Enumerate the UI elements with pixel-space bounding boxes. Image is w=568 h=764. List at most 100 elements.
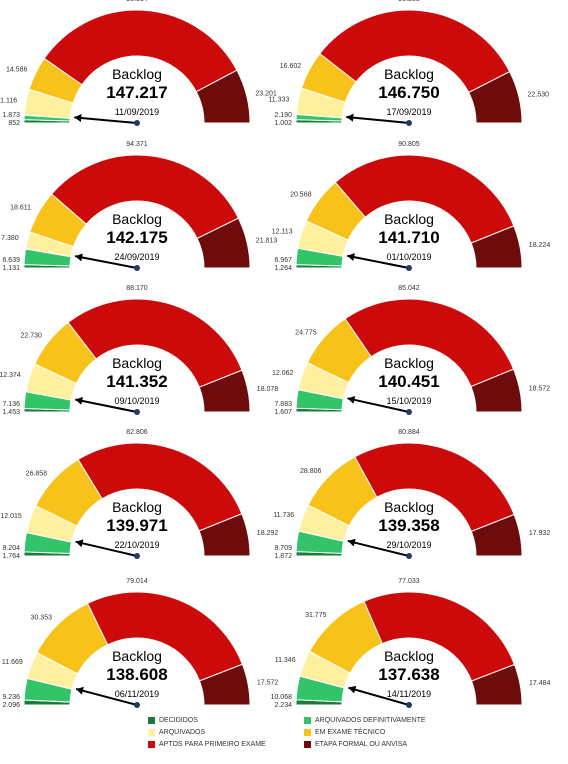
needle-pivot <box>134 120 140 126</box>
needle-pivot <box>406 409 412 415</box>
value-label-aptos-para-primeiro-exame: 94.371 <box>126 141 148 148</box>
legend-swatch-decididos <box>148 717 155 724</box>
value-label-em-exame-tecnico: 20.568 <box>290 192 312 199</box>
gauge-total: 147.217 <box>106 83 167 102</box>
value-label-etapa-formal-ou-anvisa: 17.572 <box>257 680 279 687</box>
value-label-em-exame-tecnico: 22.730 <box>20 333 42 340</box>
gauge-total: 146.750 <box>378 83 439 102</box>
gauge-total: 137.638 <box>378 665 439 684</box>
needle-pivot <box>134 702 140 708</box>
gauge-total: 139.358 <box>378 516 439 535</box>
gauge-title: Backlog <box>112 211 162 227</box>
gauge-14-11-2019: 2.23410.06811.34631.77577.03317.484Backl… <box>271 578 551 709</box>
value-label-arquivados: 7.380 <box>1 235 19 242</box>
value-label-decididos: 1.002 <box>274 120 292 127</box>
value-label-arquivados: 11.669 <box>2 659 23 666</box>
value-label-arquivados: 12.062 <box>272 370 294 377</box>
value-label-aptos-para-primeiro-exame: 96.285 <box>398 0 420 3</box>
legend-swatch-etapa-formal-ou-anvisa <box>304 741 311 748</box>
value-label-aptos-para-primeiro-exame: 79.014 <box>126 578 148 585</box>
value-label-arquivados-definitivamente: 7.136 <box>2 401 20 408</box>
value-label-decididos: 2.234 <box>274 702 292 709</box>
gauge-title: Backlog <box>112 66 162 82</box>
gauge-total: 141.710 <box>378 228 439 247</box>
value-label-aptos-para-primeiro-exame: 82.806 <box>126 429 148 436</box>
value-label-etapa-formal-ou-anvisa: 22.530 <box>528 92 550 99</box>
value-label-etapa-formal-ou-anvisa: 21.813 <box>256 237 278 244</box>
value-label-em-exame-tecnico: 18.611 <box>10 205 31 212</box>
needle-head <box>76 539 84 547</box>
legend-swatch-arquivados <box>148 729 155 736</box>
needle-head <box>346 114 353 122</box>
gauge-29-10-2019: 1.8728.70911.73628.80680.88417.932Backlo… <box>273 429 550 560</box>
needle-pivot <box>134 265 140 271</box>
value-label-arquivados-definitivamente: 10.068 <box>271 694 293 701</box>
gauge-01-10-2019: 1.2646.96712.11320.56890.80518.224Backlo… <box>272 141 551 272</box>
gauge-date: 22/10/2019 <box>114 540 159 550</box>
value-label-arquivados: 12.113 <box>272 229 293 236</box>
gauge-title: Backlog <box>384 355 434 371</box>
value-label-arquivados-definitivamente: 8.204 <box>2 545 20 552</box>
legend-label-em-exame-tecnico: EM EXAME TÉCNICO <box>315 729 385 736</box>
gauge-total: 141.352 <box>106 372 167 391</box>
needle-pivot <box>406 553 412 559</box>
gauge-date: 29/10/2019 <box>386 540 431 550</box>
value-label-em-exame-tecnico: 30.353 <box>31 615 53 622</box>
value-label-em-exame-tecnico: 16.602 <box>280 63 302 70</box>
value-label-decididos: 852 <box>8 120 20 127</box>
value-label-decididos: 1.607 <box>274 409 292 416</box>
needle <box>346 117 409 123</box>
value-label-arquivados: 12.374 <box>0 372 21 379</box>
legend-swatch-aptos-para-primeiro-exame <box>148 741 155 748</box>
gauge-22-10-2019: 1.7648.20412.01526.85882.80618.292Backlo… <box>0 429 278 560</box>
value-label-decididos: 1.131 <box>2 265 20 272</box>
value-label-etapa-formal-ou-anvisa: 17.484 <box>529 680 551 687</box>
value-label-arquivados-definitivamente: 1.873 <box>2 112 20 119</box>
value-label-arquivados: 12.015 <box>0 513 22 520</box>
gauge-06-11-2019: 2.0969.23611.66930.35379.01417.572Backlo… <box>2 578 279 709</box>
value-label-arquivados-definitivamente: 7.883 <box>274 401 292 408</box>
needle-head <box>348 539 356 547</box>
needle-head <box>348 396 356 404</box>
gauge-15-10-2019: 1.6077.88312.06224.77585.04218.572Backlo… <box>272 285 550 416</box>
gauge-grid: 8521.87311.11614.58698.31423.201Backlog1… <box>0 0 568 712</box>
legend: DECIDIDOS ARQUIVADOS DEFINITIVAMENTE ARQ… <box>0 712 568 764</box>
gauge-date: 14/11/2019 <box>387 689 431 699</box>
legend-item-em-exame-tecnico: EM EXAME TÉCNICO <box>304 728 385 737</box>
value-label-aptos-para-primeiro-exame: 88.170 <box>126 285 148 292</box>
legend-item-etapa-formal-ou-anvisa: ETAPA FORMAL OU ANVISA <box>304 740 407 749</box>
gauge-date: 15/10/2019 <box>386 396 431 406</box>
gauge-total: 140.451 <box>378 372 439 391</box>
value-label-em-exame-tecnico: 28.806 <box>300 468 322 475</box>
gauge-24-09-2019: 1.1316.6397.38018.61194.37121.813Backlog… <box>1 141 277 272</box>
needle-head <box>348 686 356 694</box>
needle-pivot <box>406 120 412 126</box>
value-label-arquivados: 11.346 <box>275 657 296 664</box>
value-label-aptos-para-primeiro-exame: 80.884 <box>398 429 420 436</box>
value-label-em-exame-tecnico: 24.775 <box>295 329 317 336</box>
needle-head <box>75 254 83 262</box>
needle-head <box>74 114 81 122</box>
needle-pivot <box>406 265 412 271</box>
value-label-arquivados: 11.736 <box>273 512 294 519</box>
gauge-date: 09/10/2019 <box>114 396 159 406</box>
value-label-arquivados-definitivamente: 9.236 <box>2 694 20 701</box>
value-label-aptos-para-primeiro-exame: 77.033 <box>398 578 420 585</box>
gauge-title: Backlog <box>112 499 162 515</box>
needle <box>74 117 137 123</box>
value-label-em-exame-tecnico: 26.858 <box>26 471 48 478</box>
value-label-arquivados: 11.333 <box>268 96 289 103</box>
legend-swatch-arquivados-definitivamente <box>304 717 311 724</box>
gauge-09-10-2019: 1.4537.13612.37422.73088.17018.078Backlo… <box>0 285 278 416</box>
legend-label-aptos-para-primeiro-exame: APTOS PARA PRIMEIRO EXAME <box>159 741 266 748</box>
gauge-date: 17/09/2019 <box>386 107 431 117</box>
needle-head <box>75 397 83 405</box>
legend-swatch-em-exame-tecnico <box>304 729 311 736</box>
legend-label-decididos: DECIDIDOS <box>159 717 198 724</box>
needle-head <box>347 253 355 261</box>
value-label-arquivados-definitivamente: 2.190 <box>274 112 292 119</box>
value-label-etapa-formal-ou-anvisa: 18.078 <box>257 386 279 393</box>
value-label-em-exame-tecnico: 14.586 <box>6 66 28 73</box>
value-label-decididos: 1.872 <box>274 553 292 560</box>
